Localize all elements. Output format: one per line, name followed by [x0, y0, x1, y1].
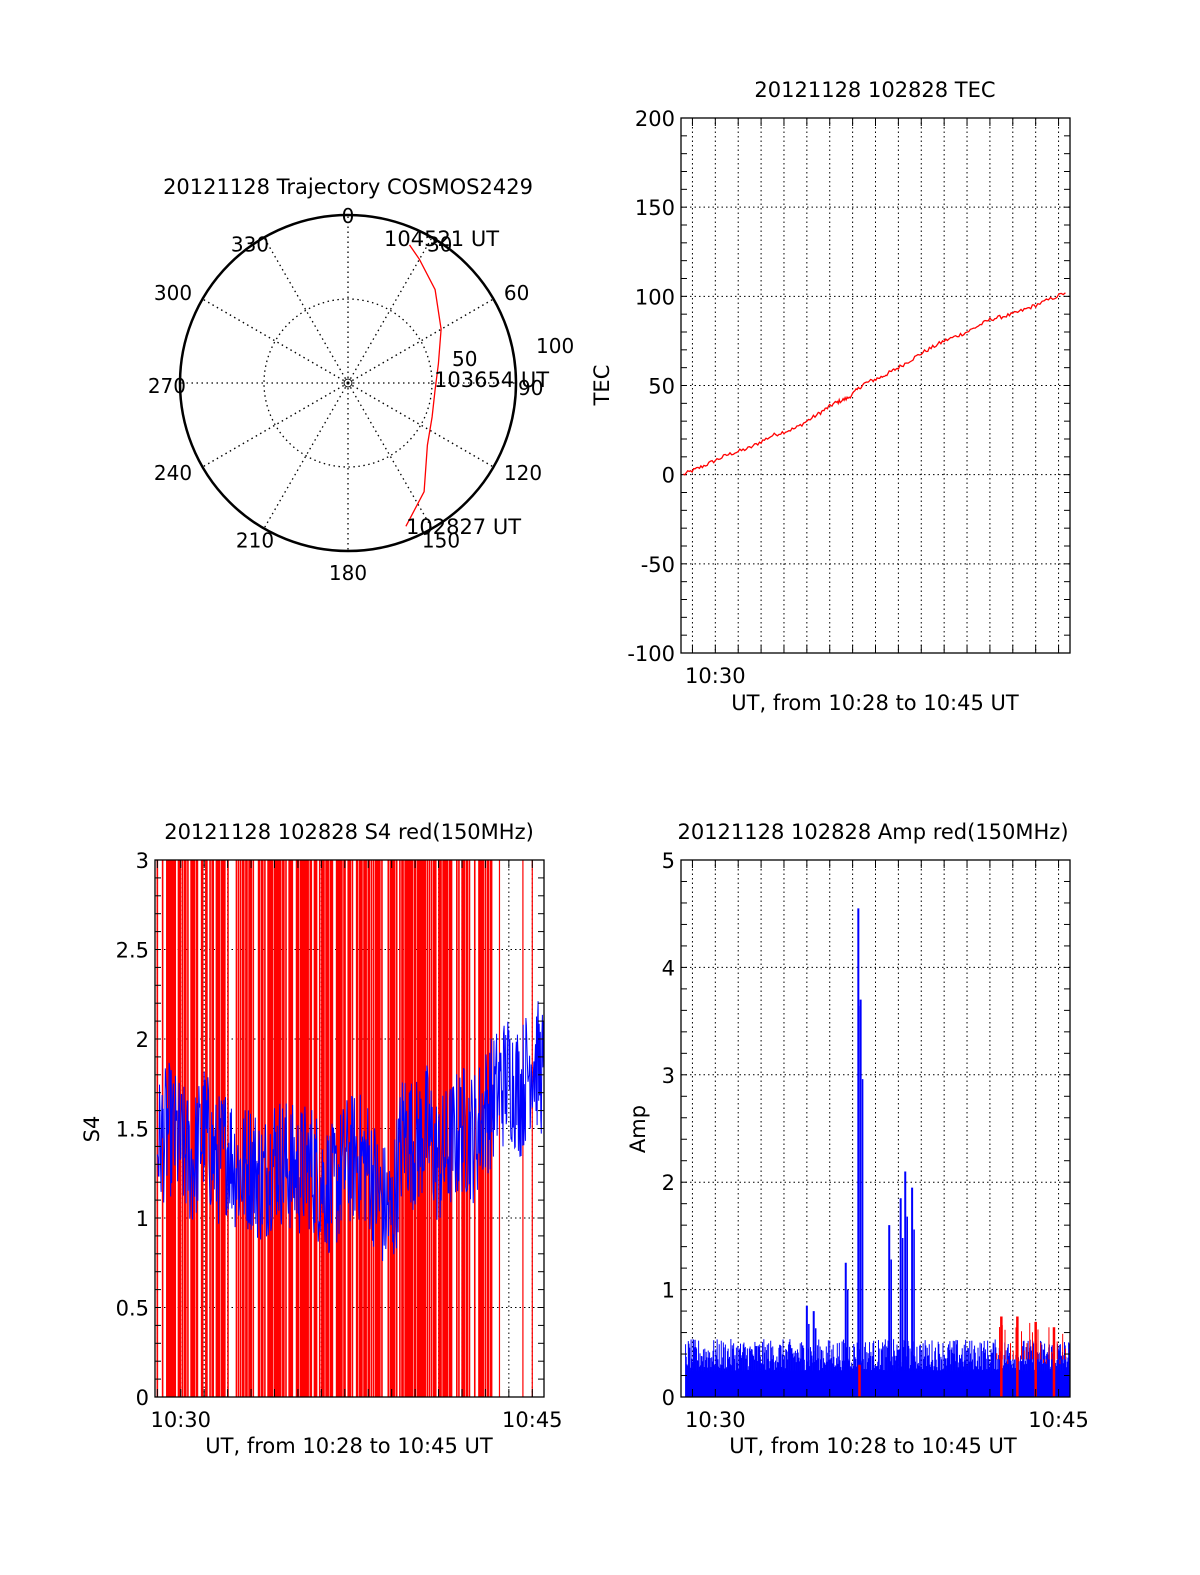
amp-ytick-label: 5 — [662, 849, 675, 873]
s4-panel: 20121128 102828 S4 red(150MHz) 0 0.5 1 1.5 2… — [80, 820, 563, 1458]
tec-series-line — [683, 292, 1066, 476]
tec-ytick-label: -100 — [627, 642, 675, 666]
azimuth-label-210: 210 — [236, 529, 274, 553]
amp-ytick-label: 0 — [662, 1386, 675, 1410]
s4-blue-series-line — [156, 1001, 544, 1262]
polar-spoke — [202, 382, 349, 468]
amp-xlabel: UT, from 10:28 to 10:45 UT — [729, 1434, 1017, 1458]
polar-outer-ring — [178, 213, 518, 553]
amp-ytick-label: 4 — [662, 956, 675, 980]
tec-ytick-label: 50 — [648, 375, 675, 399]
elevation-ring-label-50: 50 — [452, 347, 477, 371]
s4-ytick-label: 1.5 — [116, 1118, 149, 1142]
amp-blue-series — [685, 908, 1070, 1397]
amp-plot-frame — [680, 859, 1071, 1398]
tec-ytick-label: 0 — [662, 464, 675, 488]
azimuth-label-180: 180 — [329, 561, 367, 585]
elevation-ring-label-100: 100 — [536, 334, 574, 358]
amp-panel: 20121128 102828 Amp red(150MHz) 0 1 2 3 4 5 10… — [626, 820, 1089, 1458]
tec-xlabel: UT, from 10:28 to 10:45 UT — [731, 691, 1019, 715]
polar-center — [343, 378, 353, 388]
azimuth-label-240: 240 — [154, 461, 192, 485]
amp-title: 20121128 102828 Amp red(150MHz) — [677, 820, 1068, 844]
tec-ylabel: TEC — [590, 365, 614, 407]
amp-xtick-label: 10:45 — [1028, 1408, 1089, 1432]
track-end-label: 104521 UT — [384, 227, 499, 251]
polar-grid — [180, 215, 516, 551]
polar-spoke — [347, 382, 433, 529]
s4-ytick-label: 2.5 — [116, 939, 149, 963]
tec-ytick-label: -50 — [641, 553, 675, 577]
tec-panel: 20121128 102828 TEC -100 -50 0 50 100 150 200 1… — [590, 78, 1071, 715]
s4-xlabel: UT, from 10:28 to 10:45 UT — [205, 1434, 493, 1458]
amp-ytick-label: 2 — [662, 1171, 675, 1195]
s4-ytick-label: 1 — [136, 1207, 149, 1231]
s4-ytick-label: 2 — [136, 1028, 149, 1052]
polar-spoke — [347, 237, 433, 384]
azimuth-label-90: 90 — [518, 376, 543, 400]
trajectory-title: 20121128 Trajectory COSMOS2429 — [163, 175, 533, 199]
s4-xtick-label: 10:30 — [151, 1408, 212, 1432]
tec-plot-frame — [680, 117, 1071, 654]
azimuth-label-150: 150 — [422, 529, 460, 553]
amp-ytick-label: 1 — [662, 1279, 675, 1303]
azimuth-label-30: 30 — [427, 233, 452, 257]
azimuth-label-60: 60 — [504, 281, 529, 305]
s4-title: 20121128 102828 S4 red(150MHz) — [164, 820, 534, 844]
tec-ytick-label: 100 — [635, 285, 675, 309]
polar-ring-50 — [263, 298, 433, 468]
amp-ytick-label: 3 — [662, 1064, 675, 1088]
tec-title: 20121128 102828 TEC — [754, 78, 995, 102]
trajectory-track — [405, 244, 442, 527]
s4-ytick-label: 3 — [136, 849, 149, 873]
azimuth-label-0: 0 — [342, 204, 355, 228]
amp-ticks: 0 1 2 3 4 5 10:30 10:45 — [662, 849, 1089, 1432]
azimuth-label-270: 270 — [148, 374, 186, 398]
s4-plot-frame — [154, 859, 545, 1398]
polar-spoke — [263, 237, 349, 384]
s4-xtick-label: 10:45 — [502, 1408, 563, 1432]
tec-ticks: -100 -50 0 50 100 150 200 10:30 — [627, 107, 1070, 688]
track-mid-label: 103654 UT — [434, 368, 549, 392]
azimuth-label-330: 330 — [231, 233, 269, 257]
amp-xtick-label: 10:30 — [685, 1408, 746, 1432]
tec-ytick-label: 200 — [635, 107, 675, 131]
track-start-label: 102827 UT — [406, 515, 521, 539]
polar-spoke — [202, 298, 349, 384]
polar-azimuth-labels: 0 30 60 90 120 150 180 210 240 270 300 330 — [148, 204, 544, 585]
amp-grid — [681, 860, 1070, 1397]
azimuth-label-300: 300 — [154, 281, 192, 305]
tec-xtick-label: 10:30 — [685, 664, 746, 688]
tec-grid — [681, 118, 1070, 653]
s4-ytick-label: 0.5 — [116, 1297, 149, 1321]
azimuth-label-120: 120 — [504, 461, 542, 485]
polar-spoke — [347, 298, 494, 384]
trajectory-panel: 20121128 Trajectory COSMOS2429 0 30 60 90 12… — [148, 175, 574, 585]
polar-spoke — [347, 382, 494, 468]
s4-ylabel: S4 — [80, 1116, 104, 1143]
tec-ytick-label: 150 — [635, 196, 675, 220]
amp-ylabel: Amp — [626, 1105, 650, 1153]
s4-ytick-label: 0 — [136, 1386, 149, 1410]
amp-red-series — [858, 1316, 1066, 1397]
